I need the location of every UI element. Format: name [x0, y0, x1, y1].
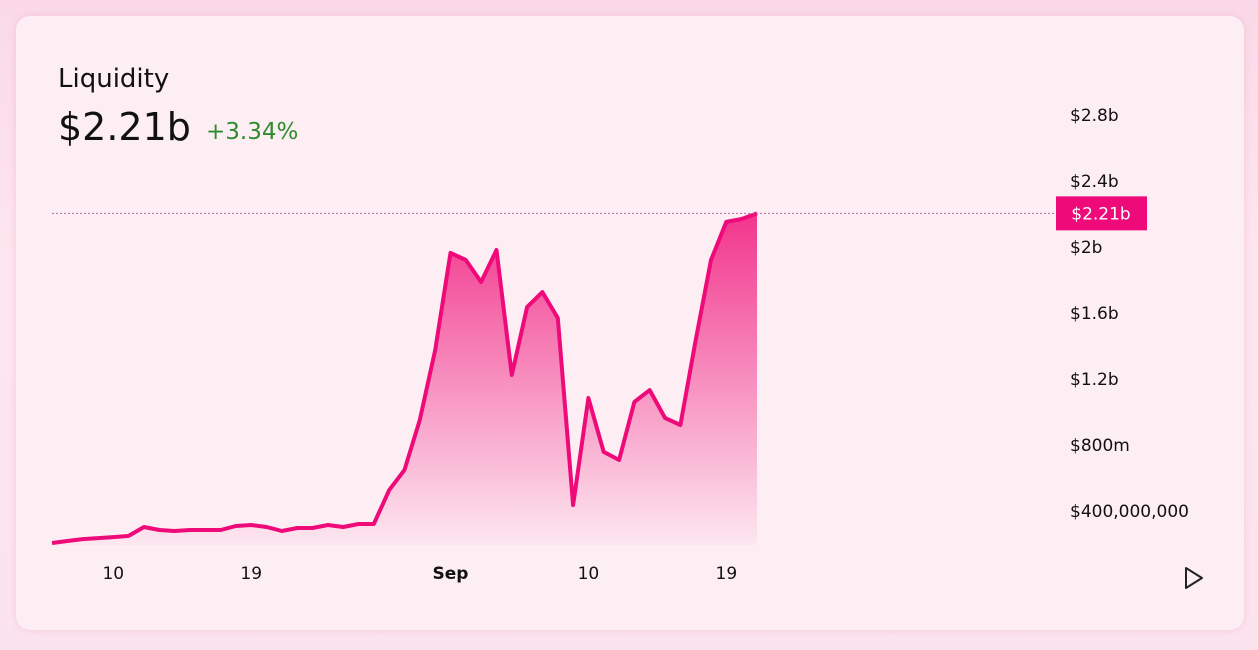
- current-price-label: $2.21b: [1071, 204, 1130, 224]
- headline-value: $2.21b: [58, 105, 191, 149]
- x-tick-label: 19: [716, 564, 738, 584]
- change: +3.34%: [206, 119, 298, 145]
- current-price-box: [1056, 196, 1147, 231]
- x-tick-label: Sep: [433, 564, 469, 584]
- y-tick-label: $800m: [1070, 436, 1130, 456]
- x-tick-label: 19: [240, 564, 262, 584]
- x-tick-label: 10: [578, 564, 600, 584]
- y-tick-label: $1.6b: [1070, 304, 1119, 324]
- play-button[interactable]: [1185, 567, 1203, 589]
- x-tick-label: 10: [102, 564, 124, 584]
- line: [51, 211, 758, 545]
- y-tick-label: $2.8b: [1070, 106, 1119, 126]
- y-tick-label: $2.4b: [1070, 172, 1119, 192]
- y-tick-label: $2b: [1070, 238, 1102, 258]
- title: Liquidity: [58, 64, 169, 94]
- y-tick-label: $1.2b: [1070, 370, 1119, 390]
- y-tick-label: $400,000,000: [1070, 502, 1189, 522]
- area: [52, 213, 757, 545]
